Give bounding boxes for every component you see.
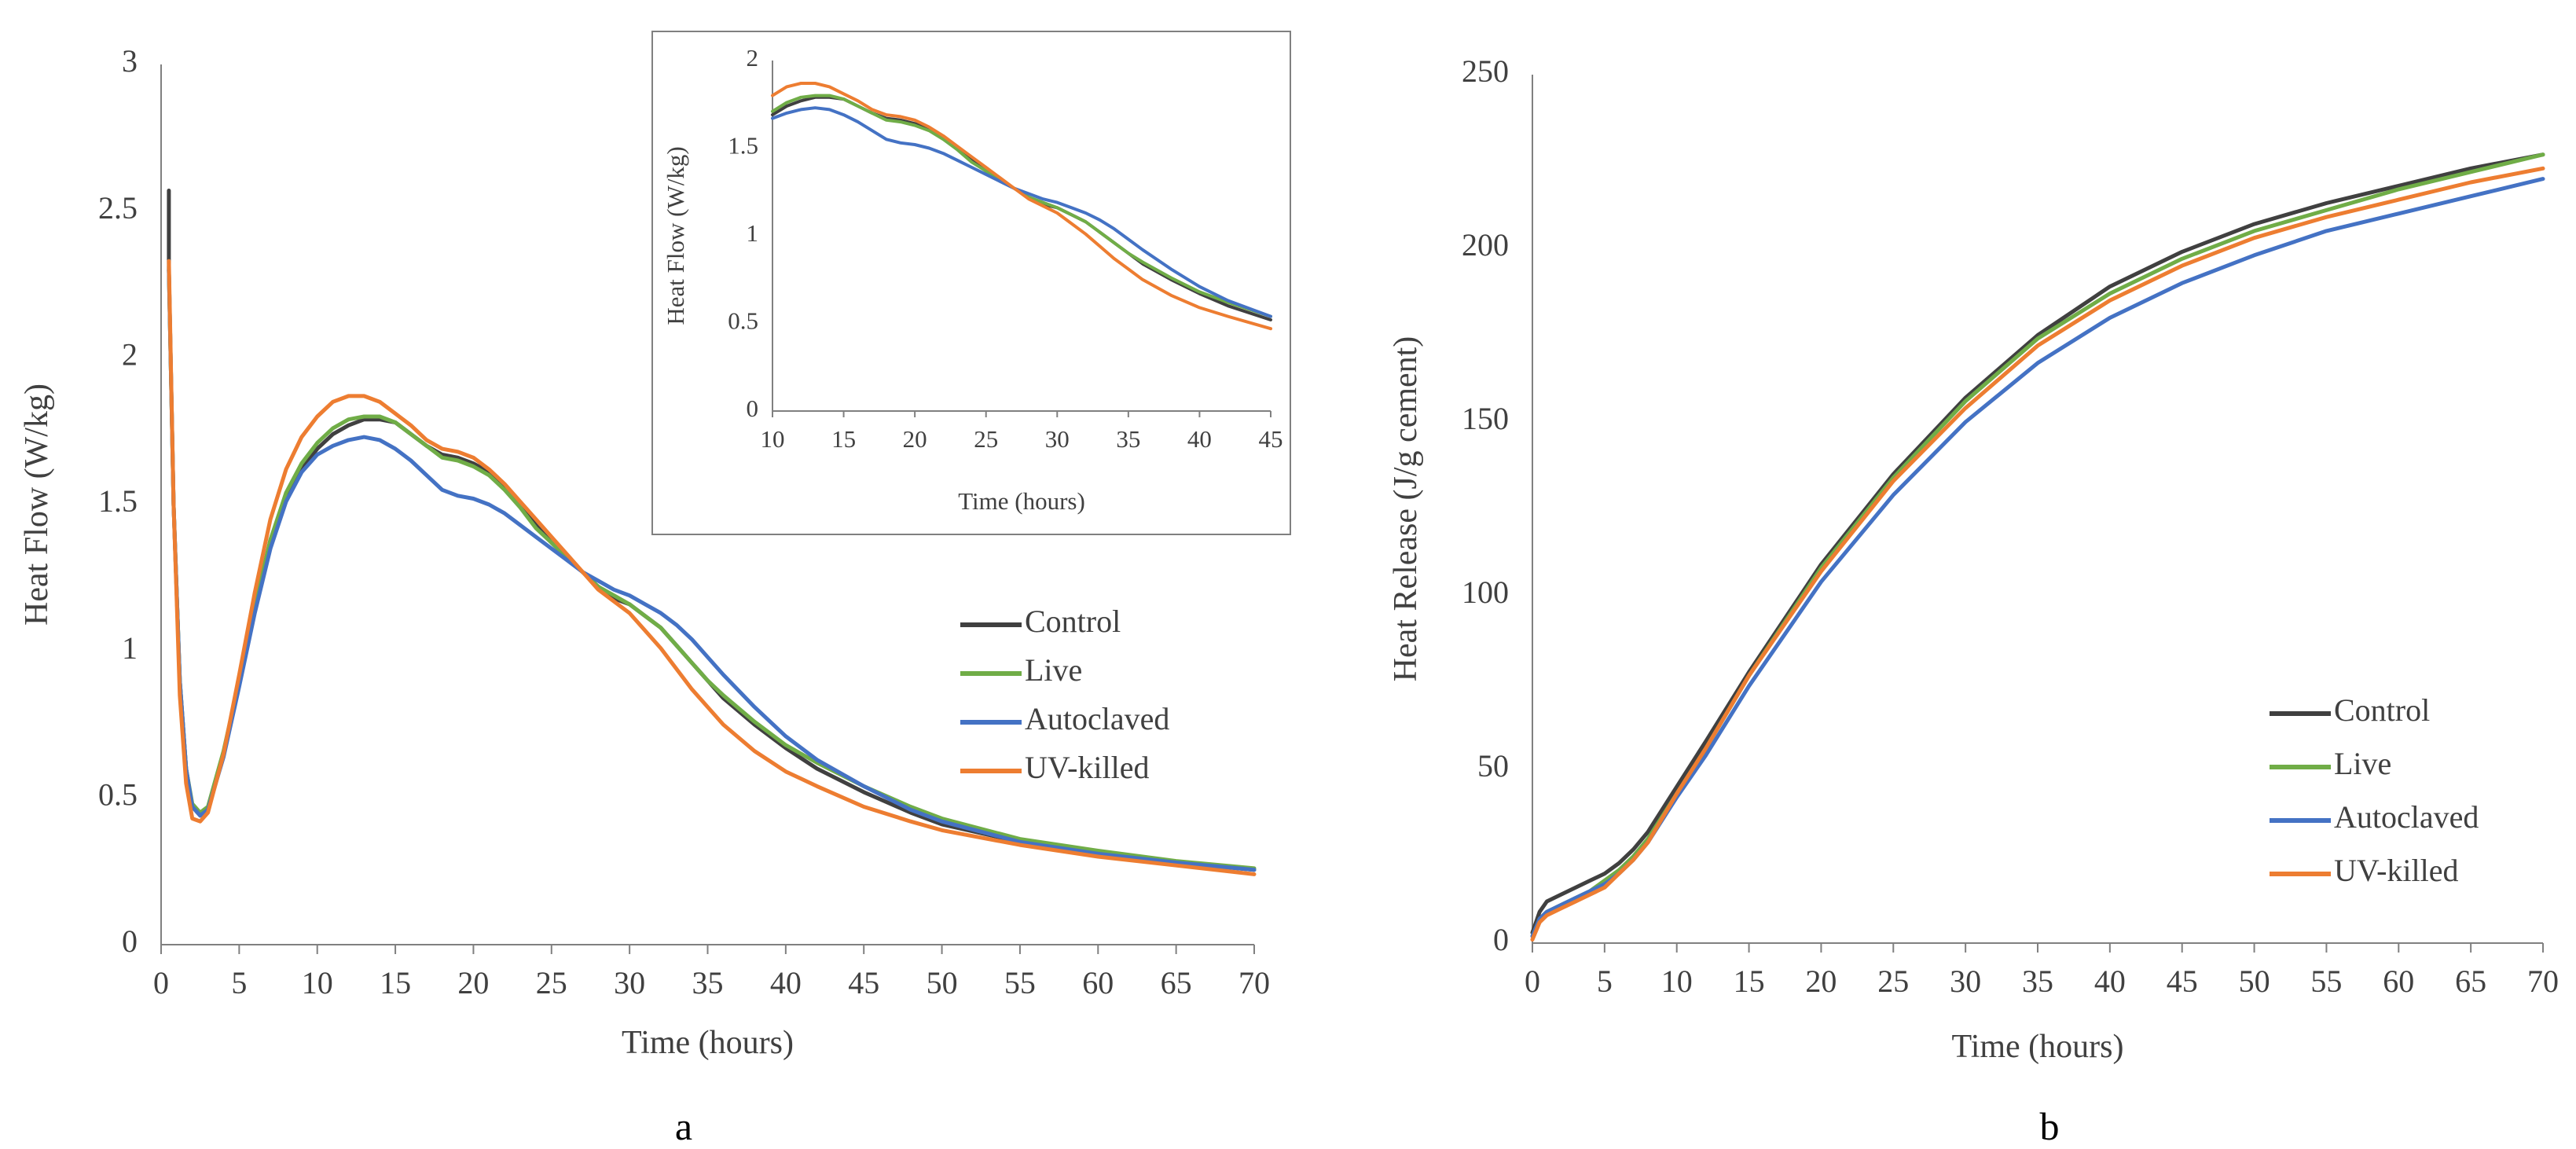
legend-label-autoclaved: Autoclaved	[2334, 799, 2479, 835]
x-tick-label: 60	[1082, 965, 1114, 1000]
y-tick-label: 1	[122, 630, 138, 666]
y-tick-label: 1.5	[98, 483, 138, 519]
panel-a-chart: 0 5 10 15 20 25 30 35 40 45 50 55 60 65 7000.511.522.5…	[19, 43, 1270, 1148]
x-tick-label: 40	[770, 965, 802, 1000]
y-axis-title: Heat Flow (W/kg)	[662, 146, 689, 325]
legend-label-control: Control	[1025, 604, 1121, 639]
y-tick-label: 1	[747, 219, 759, 247]
x-tick-label: 15	[831, 425, 856, 453]
x-tick-label: 35	[692, 965, 724, 1000]
x-tick-label: 55	[2310, 964, 2342, 999]
y-tick-label: 0	[747, 395, 759, 422]
x-tick-label: 30	[1950, 964, 1981, 999]
x-tick-label: 5	[231, 965, 247, 1000]
x-tick-label: 60	[2383, 964, 2414, 999]
x-tick-label: 25	[1877, 964, 1909, 999]
y-tick-label: 3	[122, 43, 138, 79]
y-tick-label: 0.5	[728, 307, 758, 335]
y-tick-label: 150	[1462, 401, 1509, 436]
series-line-uv-killed	[771, 82, 1272, 331]
legend-label-uv-killed: UV-killed	[2334, 853, 2459, 888]
x-tick-label: 45	[1259, 425, 1283, 453]
x-tick-label: 70	[1238, 965, 1270, 1000]
legend: Control Live Autoclaved UV-killed	[960, 604, 1169, 785]
y-tick-label: 0	[1493, 922, 1509, 957]
x-tick-label: 15	[1734, 964, 1765, 999]
x-tick-label: 55	[1004, 965, 1036, 1000]
legend-label-control: Control	[2334, 692, 2430, 728]
panel-label: a	[675, 1104, 692, 1148]
series-line-autoclaved	[1530, 177, 2545, 938]
x-tick-label: 70	[2527, 964, 2559, 999]
x-tick-label: 10	[302, 965, 333, 1000]
x-tick-label: 45	[2167, 964, 2198, 999]
x-tick-label: 35	[2022, 964, 2053, 999]
x-tick-label: 10	[1661, 964, 1693, 999]
panel-b-chart: 0 5 10 15 20 25 30 35 40 45 50 55 60 65 70 0 50 100 150 200…	[1388, 53, 2559, 1148]
x-tick-label: 65	[2455, 964, 2486, 999]
legend-label-uv-killed: UV-killed	[1025, 750, 1150, 785]
x-tick-label: 10	[761, 425, 785, 453]
x-tick-label: 30	[614, 965, 645, 1000]
legend-label-autoclaved: Autoclaved	[1025, 701, 1169, 736]
legend-label-live: Live	[2334, 746, 2391, 781]
legend: Control Live Autoclaved UV-killed	[2270, 692, 2479, 888]
y-tick-label: 50	[1477, 748, 1509, 784]
y-tick-label: 1.5	[728, 132, 758, 160]
series-line-uv-killed	[167, 259, 1257, 876]
x-tick-label: 0	[153, 965, 169, 1000]
y-tick-label: 100	[1462, 574, 1509, 610]
x-tick-label: 30	[1045, 425, 1070, 453]
x-axis-title: Time (hours)	[622, 1025, 794, 1061]
x-tick-label: 15	[380, 965, 411, 1000]
x-tick-label: 20	[1805, 964, 1837, 999]
y-axis-title: Heat Release (J/g cement)	[1388, 336, 1424, 682]
legend-label-live: Live	[1025, 652, 1082, 688]
x-tick-label: 40	[1187, 425, 1212, 453]
x-tick-label: 20	[903, 425, 927, 453]
x-tick-label: 45	[848, 965, 879, 1000]
x-axis-title: Time (hours)	[958, 487, 1085, 515]
x-tick-label: 50	[2239, 964, 2270, 999]
x-tick-label: 0	[1525, 964, 1540, 999]
y-tick-label: 250	[1462, 53, 1509, 89]
panel-label: b	[2040, 1104, 2060, 1148]
x-tick-label: 35	[1116, 425, 1140, 453]
series-line-autoclaved	[771, 106, 1272, 318]
series-line-uv-killed	[1530, 166, 2545, 942]
x-tick-label: 40	[2094, 964, 2126, 999]
y-tick-label: 200	[1462, 227, 1509, 262]
x-tick-label: 50	[927, 965, 958, 1000]
x-tick-label: 65	[1161, 965, 1192, 1000]
y-tick-label: 2	[747, 44, 759, 72]
y-tick-label: 0	[122, 923, 138, 959]
series-line-autoclaved	[167, 267, 1257, 872]
series-line-live	[771, 94, 1272, 318]
x-tick-label: 20	[457, 965, 489, 1000]
x-tick-label: 25	[974, 425, 998, 453]
y-axis-title: Heat Flow (W/kg)	[19, 384, 55, 626]
series-line-control	[1530, 152, 2545, 935]
y-tick-label: 0.5	[98, 777, 138, 813]
x-tick-label: 5	[1597, 964, 1613, 999]
y-tick-label: 2.5	[98, 190, 138, 226]
x-tick-label: 25	[536, 965, 567, 1000]
x-axis-title: Time (hours)	[1952, 1029, 2124, 1065]
y-tick-label: 2	[122, 337, 138, 373]
panel-a-inset-chart: 10 15 20 25 30 35 40 45 0 0.5 1 1.5 2 Time (hours) Hea…	[651, 31, 1291, 535]
